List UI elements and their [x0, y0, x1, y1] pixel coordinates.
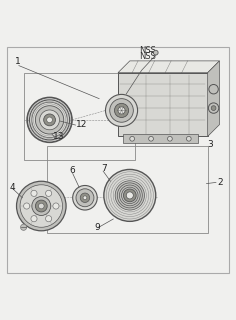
Circle shape — [80, 193, 90, 203]
Text: 12: 12 — [76, 120, 87, 129]
Circle shape — [35, 106, 64, 134]
Text: NSS: NSS — [139, 46, 156, 55]
Circle shape — [130, 136, 135, 141]
Text: 9: 9 — [94, 223, 100, 232]
Text: 3: 3 — [208, 140, 213, 149]
Circle shape — [73, 186, 97, 210]
Circle shape — [149, 136, 153, 141]
Circle shape — [110, 99, 133, 122]
Circle shape — [31, 190, 37, 196]
Text: 6: 6 — [70, 166, 75, 175]
Circle shape — [115, 181, 144, 210]
Circle shape — [32, 196, 51, 215]
Circle shape — [123, 189, 136, 202]
Circle shape — [186, 136, 191, 141]
Circle shape — [30, 100, 70, 140]
Text: 13: 13 — [53, 132, 65, 141]
Circle shape — [21, 224, 27, 230]
Circle shape — [47, 117, 52, 123]
Circle shape — [17, 181, 66, 231]
Bar — [24, 73, 135, 160]
Circle shape — [126, 192, 133, 199]
Circle shape — [104, 170, 156, 221]
Text: 2: 2 — [217, 178, 223, 187]
Circle shape — [24, 203, 30, 209]
Circle shape — [153, 50, 158, 55]
Circle shape — [76, 189, 94, 207]
Circle shape — [168, 136, 172, 141]
Circle shape — [46, 216, 52, 222]
Bar — [47, 146, 208, 233]
Circle shape — [209, 84, 218, 94]
Circle shape — [44, 114, 55, 126]
Circle shape — [31, 216, 37, 222]
Text: 1: 1 — [15, 57, 21, 67]
Circle shape — [38, 203, 44, 209]
Circle shape — [20, 185, 63, 227]
Circle shape — [40, 110, 59, 130]
Polygon shape — [118, 73, 208, 136]
Bar — [123, 134, 198, 143]
Text: 7: 7 — [101, 164, 107, 172]
Circle shape — [208, 103, 219, 113]
Text: 4: 4 — [9, 182, 15, 191]
Circle shape — [83, 196, 87, 200]
Circle shape — [46, 190, 52, 196]
Circle shape — [35, 200, 47, 212]
Circle shape — [118, 107, 125, 114]
Circle shape — [53, 203, 59, 209]
Text: NSS: NSS — [139, 52, 156, 60]
Polygon shape — [208, 61, 219, 136]
Circle shape — [211, 106, 216, 110]
Polygon shape — [118, 61, 219, 73]
Circle shape — [105, 94, 138, 126]
Circle shape — [114, 103, 129, 117]
